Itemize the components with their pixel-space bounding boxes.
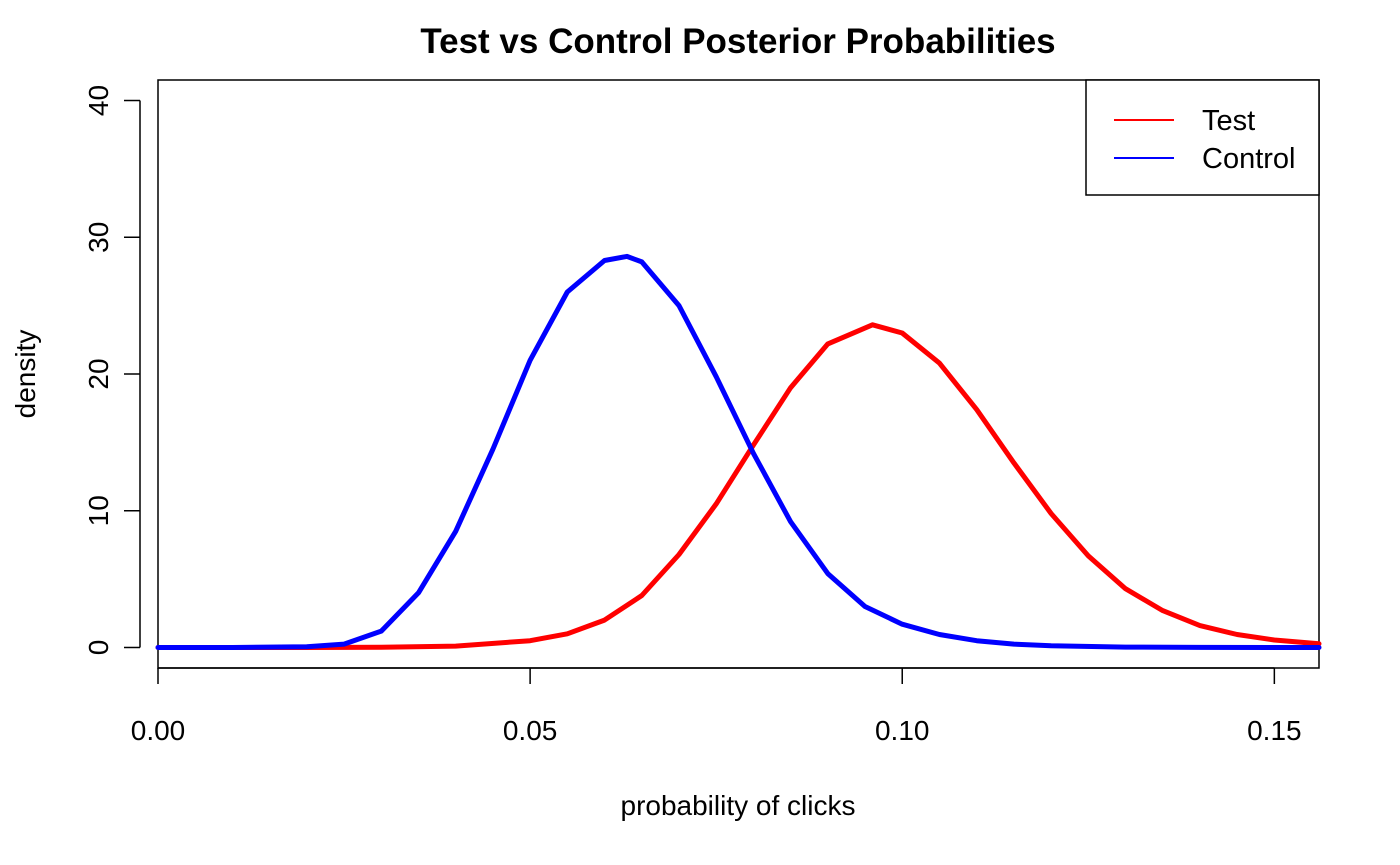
- y-tick-label: 30: [83, 222, 114, 253]
- y-tick-label: 0: [83, 640, 114, 656]
- x-tick-label: 0.10: [875, 715, 930, 746]
- x-tick-label: 0.15: [1247, 715, 1302, 746]
- y-axis: 0 10 20 30 40: [83, 85, 141, 656]
- legend: Test Control: [1085, 79, 1320, 196]
- legend-label-test: Test: [1202, 105, 1255, 137]
- legend-box: [1085, 79, 1320, 196]
- chart-title: Test vs Control Posterior Probabilities: [420, 22, 1055, 61]
- x-axis: 0.00 0.05 0.10 0.15: [131, 667, 1302, 746]
- legend-label-control: Control: [1202, 143, 1296, 175]
- x-tick-label: 0.05: [503, 715, 558, 746]
- x-axis-label: probability of clicks: [621, 790, 856, 821]
- series-layer: [155, 253, 1322, 650]
- x-tick-label: 0.00: [131, 715, 186, 746]
- y-tick-label: 40: [83, 85, 114, 116]
- y-axis-label: density: [10, 330, 41, 419]
- y-tick-label: 10: [83, 495, 114, 526]
- series-line-test: [155, 322, 1322, 650]
- series-line-control: [155, 253, 1322, 650]
- y-tick-label: 20: [83, 358, 114, 389]
